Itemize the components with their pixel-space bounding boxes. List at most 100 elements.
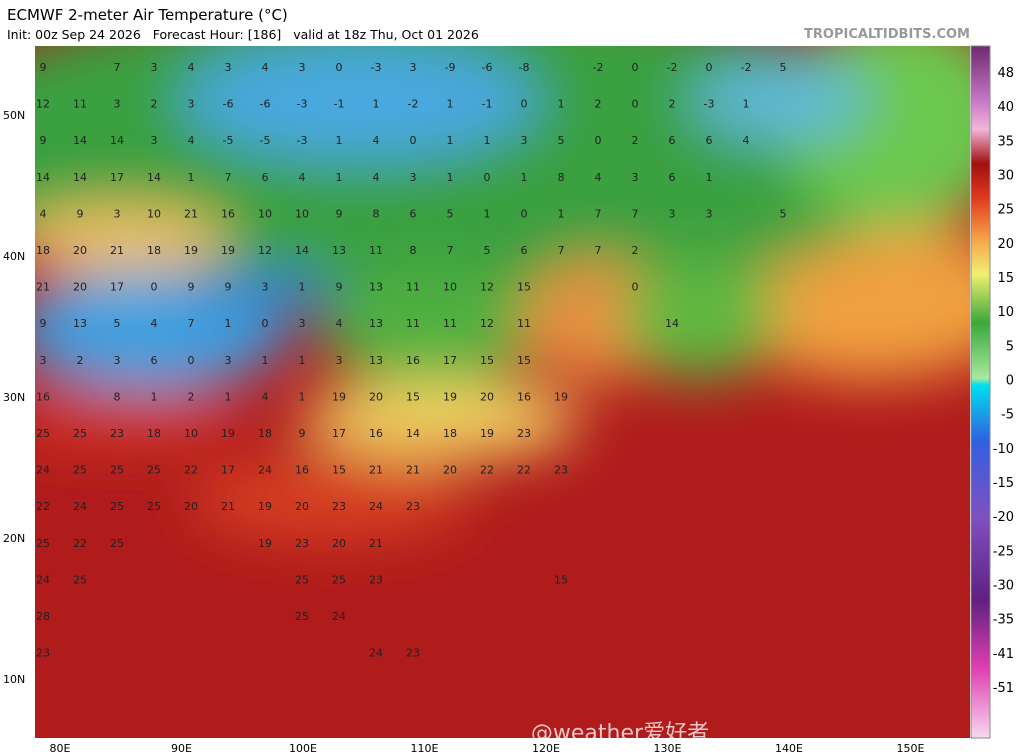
colorbar-label: -25 bbox=[993, 544, 1014, 559]
lon-label: 90E bbox=[171, 742, 192, 755]
grid-value: 20 bbox=[295, 500, 309, 513]
grid-value: 21 bbox=[406, 464, 420, 477]
grid-value: -2 bbox=[741, 61, 752, 74]
title: ECMWF 2-meter Air Temperature (°C) bbox=[7, 6, 288, 24]
grid-value: 2 bbox=[188, 390, 195, 403]
colorbar-label: 5 bbox=[1006, 339, 1014, 354]
grid-value: 24 bbox=[332, 610, 346, 623]
grid-value: 10 bbox=[295, 207, 309, 220]
grid-value: 4 bbox=[188, 134, 195, 147]
grid-value: 3 bbox=[706, 207, 713, 220]
grid-value: 9 bbox=[77, 207, 84, 220]
grid-value: 14 bbox=[406, 427, 420, 440]
grid-value: 20 bbox=[480, 390, 494, 403]
grid-value: 21 bbox=[369, 537, 383, 550]
grid-value: 18 bbox=[443, 427, 457, 440]
grid-value: 25 bbox=[147, 464, 161, 477]
grid-value: -1 bbox=[482, 98, 493, 111]
grid-value: 1 bbox=[188, 171, 195, 184]
grid-value: 0 bbox=[521, 98, 528, 111]
grid-value: 24 bbox=[369, 500, 383, 513]
colorbar-label: -5 bbox=[1001, 408, 1014, 423]
grid-value: 24 bbox=[369, 647, 383, 660]
grid-value: 15 bbox=[406, 390, 420, 403]
grid-value: 6 bbox=[410, 207, 417, 220]
grid-value: 1 bbox=[521, 171, 528, 184]
grid-value: 9 bbox=[299, 427, 306, 440]
grid-value: 18 bbox=[147, 427, 161, 440]
colorbar-label: 10 bbox=[997, 305, 1014, 320]
colorbar-label: -15 bbox=[993, 476, 1014, 491]
grid-value: 22 bbox=[36, 500, 50, 513]
grid-value: 24 bbox=[73, 500, 87, 513]
grid-value: 8 bbox=[114, 390, 121, 403]
grid-value: 15 bbox=[554, 573, 568, 586]
grid-value: 15 bbox=[480, 354, 494, 367]
grid-value: 13 bbox=[73, 317, 87, 330]
subtitle: Init: 00z Sep 24 2026 Forecast Hour: [18… bbox=[7, 27, 479, 42]
grid-value: 19 bbox=[184, 244, 198, 257]
grid-value: 13 bbox=[369, 317, 383, 330]
lon-label: 150E bbox=[897, 742, 925, 755]
grid-value: 19 bbox=[258, 500, 272, 513]
grid-value: 5 bbox=[780, 207, 787, 220]
grid-value: 5 bbox=[114, 317, 121, 330]
lon-label: 130E bbox=[654, 742, 682, 755]
grid-value: 25 bbox=[36, 427, 50, 440]
lon-label: 100E bbox=[289, 742, 317, 755]
grid-value: 0 bbox=[262, 317, 269, 330]
grid-value: 19 bbox=[221, 427, 235, 440]
grid-value: 6 bbox=[151, 354, 158, 367]
grid-value: 20 bbox=[443, 464, 457, 477]
grid-value: 1 bbox=[558, 207, 565, 220]
grid-value: 1 bbox=[484, 207, 491, 220]
grid-value: 25 bbox=[110, 500, 124, 513]
grid-value: 3 bbox=[410, 171, 417, 184]
grid-value: 7 bbox=[632, 207, 639, 220]
grid-value: 23 bbox=[517, 427, 531, 440]
grid-value: 0 bbox=[632, 98, 639, 111]
grid-value: 20 bbox=[332, 537, 346, 550]
grid-value: 7 bbox=[114, 61, 121, 74]
grid-value: 3 bbox=[262, 281, 269, 294]
grid-value: 3 bbox=[632, 171, 639, 184]
grid-value: 10 bbox=[147, 207, 161, 220]
grid-value: 20 bbox=[73, 281, 87, 294]
grid-value: 1 bbox=[299, 354, 306, 367]
grid-value: 3 bbox=[40, 354, 47, 367]
grid-value: 13 bbox=[369, 281, 383, 294]
grid-value: 11 bbox=[369, 244, 383, 257]
grid-value: 18 bbox=[147, 244, 161, 257]
grid-value: 2 bbox=[151, 98, 158, 111]
grid-value: 1 bbox=[225, 317, 232, 330]
grid-value: -6 bbox=[482, 61, 493, 74]
grid-value: 2 bbox=[595, 98, 602, 111]
grid-value: 0 bbox=[595, 134, 602, 147]
grid-value: -9 bbox=[445, 61, 456, 74]
grid-value: 0 bbox=[484, 171, 491, 184]
grid-value: 24 bbox=[258, 464, 272, 477]
grid-value: 21 bbox=[221, 500, 235, 513]
grid-value: -2 bbox=[593, 61, 604, 74]
lat-label: 30N bbox=[3, 391, 25, 404]
site-credit: TROPICALTIDBITS.COM bbox=[804, 27, 970, 42]
grid-value: 4 bbox=[188, 61, 195, 74]
grid-value: 1 bbox=[299, 390, 306, 403]
lat-label: 10N bbox=[3, 673, 25, 686]
grid-value: 20 bbox=[73, 244, 87, 257]
grid-value: 8 bbox=[373, 207, 380, 220]
grid-value: 7 bbox=[188, 317, 195, 330]
grid-value: 11 bbox=[406, 317, 420, 330]
grid-value: 19 bbox=[480, 427, 494, 440]
grid-value: 9 bbox=[336, 207, 343, 220]
grid-value: 9 bbox=[40, 134, 47, 147]
grid-value: 0 bbox=[706, 61, 713, 74]
grid-value: 9 bbox=[188, 281, 195, 294]
grid-value: 22 bbox=[184, 464, 198, 477]
grid-value: 4 bbox=[262, 390, 269, 403]
grid-value: 4 bbox=[743, 134, 750, 147]
grid-value: 13 bbox=[369, 354, 383, 367]
lat-label: 40N bbox=[3, 250, 25, 263]
grid-value: 17 bbox=[332, 427, 346, 440]
grid-value: 12 bbox=[36, 98, 50, 111]
